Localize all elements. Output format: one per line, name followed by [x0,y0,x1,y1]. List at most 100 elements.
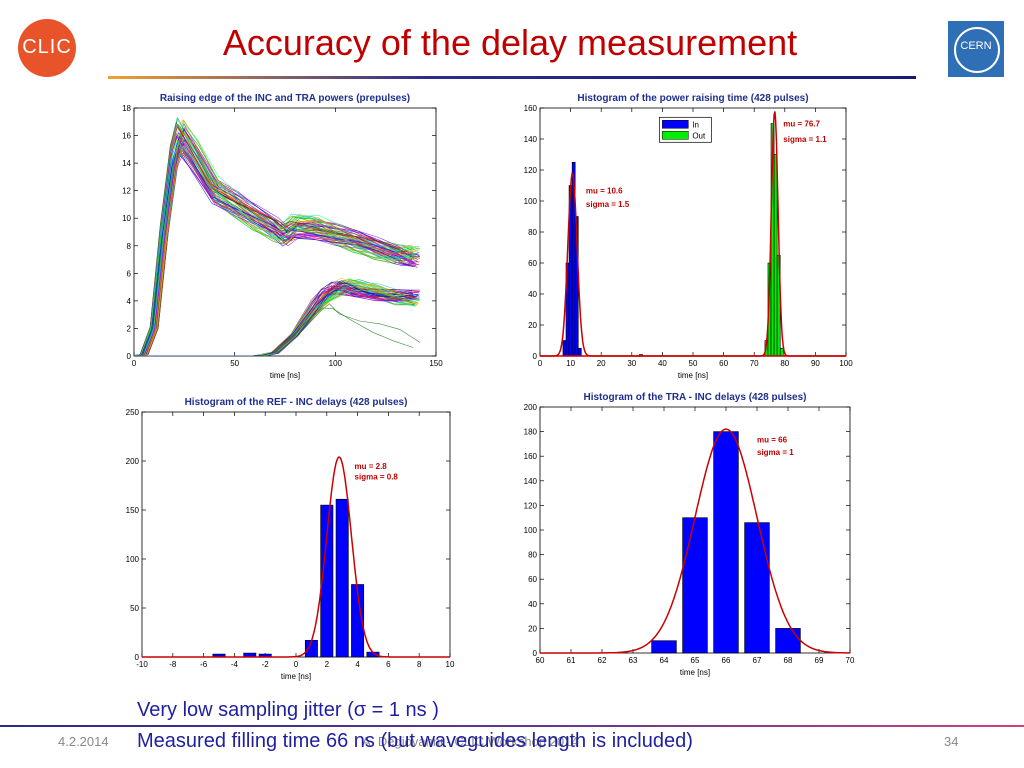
x-tick-label: 63 [629,656,638,665]
chart-svg: Raising edge of the INC and TRA powers (… [122,93,443,380]
waveform-line [134,144,417,356]
histogram-bar [320,504,334,658]
x-tick-label: 66 [722,656,731,665]
histogram-bar [682,517,708,654]
chart-title: Raising edge of the INC and TRA powers (… [160,93,410,104]
waveform-line [136,285,419,356]
x-tick-label: 50 [689,359,698,368]
x-tick-label: 70 [750,359,759,368]
footer-page-number: 34 [944,734,959,749]
x-tick-label: 40 [658,359,667,368]
y-tick-label: 4 [127,297,132,306]
histogram-bar [651,640,677,654]
fit-annotation-mu: mu = 76.7 [783,120,820,129]
cern-logo-ring [954,27,1000,73]
fit-annotation-mu: mu = 66 [757,436,788,445]
histogram-bar [713,431,739,654]
x-tick-label: -2 [262,660,270,669]
y-tick-label: 250 [126,408,140,417]
x-tick-label: 62 [598,656,607,665]
gaussian-fit-line [142,456,450,658]
bullet-jitter: Very low sampling jitter (σ = 1 ns ) [137,699,439,721]
x-tick-label: 100 [839,359,853,368]
y-tick-label: 120 [524,501,538,510]
y-tick-label: 0 [533,649,538,658]
histogram-bar [577,347,582,357]
x-tick-label: 69 [815,656,824,665]
y-tick-label: 40 [528,600,537,609]
x-tick-label: 150 [429,359,443,368]
y-tick-label: 20 [528,624,537,633]
x-tick-label: 65 [691,656,700,665]
y-tick-label: 140 [524,477,538,486]
histogram-bar [773,154,778,357]
y-tick-label: 2 [127,324,132,333]
x-tick-label: 80 [780,359,789,368]
legend-swatch [662,120,689,129]
fit-annotation-sigma: sigma = 0.8 [355,473,399,482]
x-axis-label: time [ns] [680,668,710,677]
y-tick-label: 100 [524,197,538,206]
x-tick-label: 0 [538,359,543,368]
legend-label: Out [692,131,706,140]
x-tick-label: 60 [719,359,728,368]
y-tick-label: 200 [524,403,538,412]
waveform-line [252,307,414,356]
clic-logo: CLIC [18,19,76,77]
y-tick-label: 6 [127,269,132,278]
bullet-filling-time: Measured filling time 66 ns (but wavegui… [137,730,693,752]
clic-logo-text: CLIC [22,36,72,58]
y-tick-label: 140 [524,135,538,144]
x-tick-label: 70 [846,656,855,665]
y-tick-label: 100 [524,526,538,535]
y-tick-label: 0 [135,653,140,662]
chart-power-raising-time: Histogram of the power raising time (428… [496,88,864,383]
waveform-line [134,140,413,356]
y-tick-label: 0 [127,352,132,361]
x-tick-label: 61 [567,656,576,665]
fit-annotation-sigma: sigma = 1.5 [586,200,630,209]
legend-swatch [662,131,689,140]
chart-title: Histogram of the power raising time (428… [577,93,808,104]
chart-tra-inc-delays: Histogram of the TRA - INC delays (428 p… [496,386,864,681]
x-tick-label: 68 [784,656,793,665]
y-tick-label: 12 [122,187,131,196]
chart-svg: Histogram of the TRA - INC delays (428 p… [524,392,855,677]
y-tick-label: 8 [127,242,132,251]
waveform-line [258,303,421,356]
x-tick-label: 30 [627,359,636,368]
waveform-group [134,116,421,356]
title-divider [108,76,916,79]
y-tick-label: 200 [126,457,140,466]
histogram-bar [744,522,770,654]
waveform-line [134,147,414,356]
chart-svg: Histogram of the power raising time (428… [524,93,854,380]
chart-raising-edge: Raising edge of the INC and TRA powers (… [112,88,462,383]
chart-svg: Histogram of the REF - INC delays (428 p… [126,397,455,681]
chart-title: Histogram of the REF - INC delays (428 p… [185,397,408,408]
y-tick-label: 0 [533,352,538,361]
x-tick-label: 67 [753,656,762,665]
x-tick-label: 10 [566,359,575,368]
x-tick-label: 64 [660,656,669,665]
x-tick-label: 10 [446,660,455,669]
fit-annotation-sigma: sigma = 1 [757,448,794,457]
y-tick-label: 50 [130,604,139,613]
y-tick-label: 16 [122,132,131,141]
footer-event: A. Degiovanni - CLIC Workshop 2014 [362,734,579,749]
plot-area [141,411,451,658]
waveform-line [134,144,416,356]
gaussian-fit-line [540,111,846,357]
waveform-line [134,148,414,356]
waveform-line [134,289,417,356]
cern-logo-text: CERN [960,40,992,52]
fit-annotation-sigma: sigma = 1.1 [783,135,827,144]
x-tick-label: 2 [325,660,330,669]
waveform-line [137,142,420,356]
y-tick-label: 150 [126,506,140,515]
waveform-line [137,122,420,356]
histogram-bar [779,347,784,357]
y-tick-label: 160 [524,104,538,113]
y-tick-label: 20 [528,321,537,330]
x-tick-label: 0 [132,359,137,368]
